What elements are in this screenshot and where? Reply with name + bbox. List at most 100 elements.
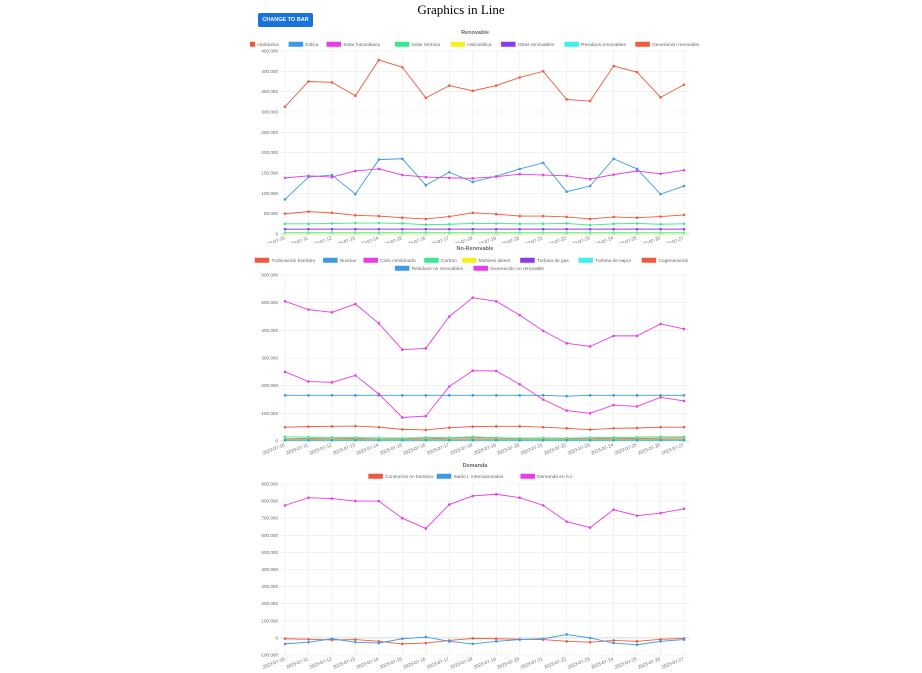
data-point — [283, 642, 287, 646]
data-point — [588, 428, 592, 431]
chart-2: Demanda Consumos en bombeo Saldo I. intern… — [260, 463, 689, 670]
x-tick-label: 2023-07-10 — [262, 442, 286, 456]
data-point — [471, 425, 475, 428]
data-point — [354, 638, 357, 641]
chart-title: Renovable — [461, 30, 489, 36]
data-point — [354, 499, 357, 503]
change-to-bar-button[interactable]: CHANGE TO BAR — [258, 13, 313, 27]
y-tick-label: -100.000 — [260, 653, 279, 658]
data-point — [635, 514, 639, 517]
x-tick-label: 2023-07-27 — [661, 656, 685, 670]
y-tick-label: 100.000 — [261, 411, 278, 416]
data-point — [330, 394, 334, 397]
data-point — [612, 508, 615, 511]
y-tick-label: 500.000 — [261, 550, 278, 555]
data-point — [635, 231, 639, 234]
legend-label: Motores diésel — [479, 258, 510, 264]
data-point — [588, 177, 592, 181]
y-tick-label: 0 — [275, 232, 278, 237]
x-tick-label: 2023-07-19 — [473, 235, 497, 243]
data-point — [330, 175, 334, 179]
data-point — [447, 227, 451, 231]
legend-item: Carbón — [424, 257, 457, 264]
x-tick-label: 2023-07-18 — [449, 656, 473, 670]
data-point — [588, 345, 592, 348]
data-point — [330, 227, 334, 231]
data-point — [354, 424, 357, 428]
data-point — [518, 76, 522, 79]
data-point — [377, 322, 381, 325]
data-point — [588, 217, 592, 221]
data-point — [565, 633, 568, 636]
x-tick-label: 2023-07-22 — [543, 442, 567, 456]
data-point — [354, 213, 357, 217]
data-point — [518, 231, 522, 234]
x-tick-label: 2023-07-14 — [356, 656, 380, 670]
x-tick-label: 2023-07-10 — [262, 235, 286, 243]
x-tick-label: 2023-07-17 — [426, 235, 450, 243]
data-point — [307, 637, 310, 641]
legend-swatch — [462, 257, 477, 263]
x-tick-label: 2023-07-16 — [403, 235, 427, 243]
x-tick-label: 2023-07-20 — [496, 656, 520, 670]
x-tick-label: 2023-07-14 — [356, 442, 380, 456]
legend-swatch — [473, 265, 488, 271]
x-tick-label: 2023-07-26 — [637, 656, 661, 670]
legend-label: Carbón — [441, 258, 457, 264]
data-point — [307, 308, 310, 311]
data-point — [471, 180, 475, 184]
data-point — [635, 394, 639, 397]
series-7 — [283, 424, 686, 432]
data-point — [659, 222, 662, 226]
data-point — [307, 231, 310, 234]
data-point — [471, 394, 475, 397]
legend-item: Saldo I. internacionales — [436, 473, 504, 480]
data-point — [518, 394, 522, 397]
data-point — [471, 369, 475, 373]
data-point — [565, 98, 568, 101]
data-point — [541, 504, 545, 507]
chart-demanda: Demanda Consumos en bombeo Saldo I. intern… — [260, 463, 689, 670]
series-line — [285, 222, 685, 226]
data-point — [659, 395, 662, 399]
data-point — [377, 227, 381, 231]
data-point — [330, 436, 334, 439]
data-point — [377, 438, 381, 442]
page-title: Graphics in Line — [417, 2, 505, 17]
data-point — [682, 327, 686, 331]
data-point — [612, 227, 615, 231]
data-point — [283, 435, 287, 439]
series-2 — [283, 492, 686, 530]
data-point — [612, 173, 615, 176]
series-7 — [283, 58, 686, 109]
data-point — [330, 381, 334, 384]
x-tick-label: 2023-07-15 — [379, 656, 403, 670]
series-line — [284, 634, 685, 646]
x-tick-label: 2023-07-27 — [661, 442, 685, 456]
data-point — [354, 192, 357, 196]
data-point — [424, 347, 428, 350]
data-point — [424, 438, 428, 442]
data-point — [565, 190, 568, 194]
x-tick-label: 2023-07-12 — [309, 442, 333, 456]
x-tick-label: 2023-07-22 — [543, 235, 567, 243]
legend-swatch — [520, 473, 535, 479]
y-tick-label: 500.000 — [261, 300, 278, 305]
legend-label: Generación renovable — [652, 42, 700, 48]
legend-item: Otras renovables — [501, 41, 555, 48]
data-point — [307, 394, 310, 397]
data-point — [565, 438, 568, 442]
data-point — [565, 394, 568, 398]
series-1 — [283, 157, 686, 201]
data-point — [307, 435, 310, 439]
data-point — [424, 527, 428, 530]
y-tick-label: 700.000 — [261, 516, 278, 521]
x-tick-label: 2023-07-17 — [426, 442, 450, 456]
legend-swatch — [326, 41, 341, 47]
legend-label: Cogeneración — [658, 258, 688, 264]
data-point — [682, 638, 686, 641]
data-point — [283, 299, 287, 303]
series-6 — [283, 231, 686, 234]
legend-swatch — [450, 41, 466, 47]
data-point — [518, 425, 522, 428]
